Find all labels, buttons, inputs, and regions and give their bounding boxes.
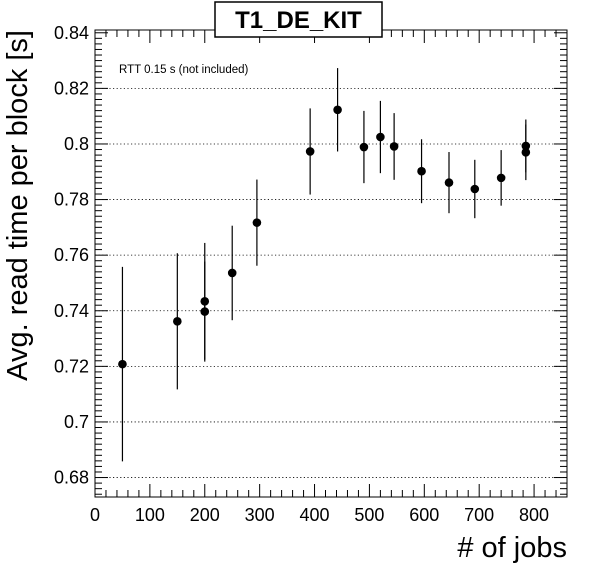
y-tick-label: 0.82 xyxy=(54,78,89,98)
x-tick-label: 400 xyxy=(300,505,330,525)
data-point xyxy=(333,105,342,115)
tick-layer xyxy=(94,30,567,497)
data-point xyxy=(496,173,506,183)
y-tick-label: 0.84 xyxy=(54,23,89,43)
chart-title: T1_DE_KIT xyxy=(235,7,362,34)
y-tick-label: 0.7 xyxy=(64,412,89,432)
data-point xyxy=(389,142,399,151)
data-point xyxy=(359,142,369,152)
x-tick-label: 0 xyxy=(90,505,100,525)
x-axis-label: # of jobs xyxy=(457,532,567,564)
data-point xyxy=(227,268,237,278)
x-tick-label: 500 xyxy=(354,505,384,525)
data-points xyxy=(118,68,531,462)
data-point xyxy=(305,147,315,156)
x-tick-label: 700 xyxy=(464,505,494,525)
data-point xyxy=(200,297,210,306)
data-point xyxy=(118,359,127,369)
data-point xyxy=(173,317,182,326)
data-point xyxy=(444,178,454,187)
title-box xyxy=(214,1,383,38)
y-tick-label: 0.72 xyxy=(54,356,89,376)
y-tick-label: 0.74 xyxy=(54,301,89,321)
x-tick-label: 300 xyxy=(245,505,275,525)
x-tick-label: 800 xyxy=(519,505,549,525)
annotation-text: RTT 0.15 s (not included) xyxy=(119,64,249,76)
data-point xyxy=(252,218,262,227)
data-point xyxy=(470,184,480,194)
y-tick-label: 0.76 xyxy=(54,245,89,265)
y-axis-label: Avg. read time per block [s] xyxy=(2,30,34,381)
x-tick-label: 200 xyxy=(190,505,220,525)
tick-label-layer: 0.68 0.7 0.72 0.74 0.76 0.78 0.8 0.82 0.84 0 100 20… xyxy=(54,23,549,525)
plot-frame xyxy=(94,29,568,498)
y-tick-label: 0.68 xyxy=(54,468,89,488)
data-point xyxy=(417,166,426,176)
y-tick-label: 0.8 xyxy=(64,134,89,154)
data-point xyxy=(521,141,531,151)
y-tick-label: 0.78 xyxy=(54,190,89,210)
x-tick-label: 600 xyxy=(409,505,439,525)
grid-layer xyxy=(95,87,567,478)
x-tick-label: 100 xyxy=(135,505,165,525)
data-point xyxy=(376,132,385,142)
